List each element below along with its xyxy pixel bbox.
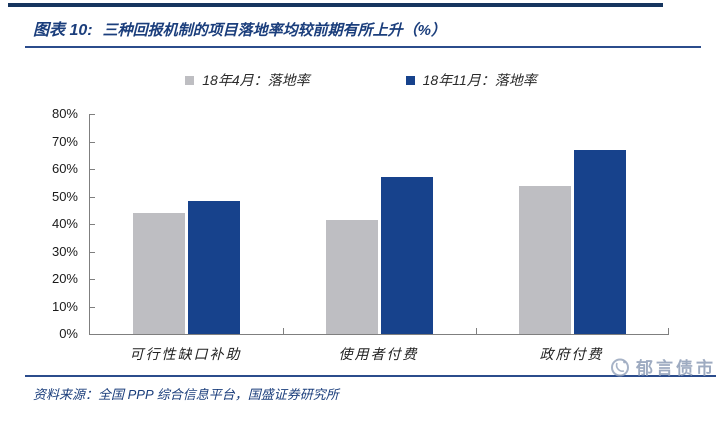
source-text: 资料来源：全国 PPP 综合信息平台，国盛证券研究所 (33, 387, 339, 402)
figure-title: 图表 10: 三种回报机制的项目落地率均较前期有所上升（%） (33, 20, 713, 41)
bar-series0-cat0 (133, 213, 185, 334)
watermark: 郁言债市 (609, 354, 716, 379)
bar-series1-cat0 (188, 200, 240, 334)
y-axis-tick (90, 196, 95, 198)
y-tick-label: 80% (51, 106, 78, 121)
y-tick-label: 40% (51, 216, 78, 231)
x-axis-labels: 可行性缺口补助 使用者付费 政府付费 (89, 344, 668, 364)
y-tick-label: 10% (51, 298, 78, 314)
x-axis-tick (476, 328, 477, 334)
y-axis-tick (90, 251, 95, 253)
legend-label-april: 18年4月：落地率 (202, 72, 310, 88)
x-axis-end-tick (668, 328, 669, 334)
bar-series1-cat1 (381, 177, 433, 334)
chart-legend: 18年4月：落地率 18年11月：落地率 (0, 70, 722, 90)
x-axis-label-0: 可行性缺口补助 (129, 346, 242, 362)
y-tick-label: 50% (51, 188, 78, 204)
y-tick-label: 60% (51, 161, 78, 176)
y-tick-label: 70% (51, 133, 78, 149)
x-axis-label-1: 使用者付费 (338, 346, 419, 362)
legend-label-november: 18年11月：落地率 (422, 72, 537, 88)
y-tick-label: 20% (51, 271, 78, 286)
top-border-rule (8, 3, 663, 7)
source-note: 资料来源：全国 PPP 综合信息平台，国盛证券研究所 (33, 384, 339, 403)
legend-swatch-april (185, 75, 195, 85)
y-tick-label: 0% (59, 326, 78, 341)
moon-logo-icon (611, 358, 629, 376)
bar-series0-cat1 (326, 219, 378, 334)
y-axis-labels: 0% 10% 20% 30% 40% 50% 60% 70% 80% (30, 106, 78, 341)
y-axis-tick (90, 279, 95, 280)
x-axis-label-2: 政府付费 (539, 346, 604, 362)
figure-number: 图表 10: (33, 22, 93, 39)
legend-item-april: 18年4月：落地率 (185, 70, 310, 90)
y-axis-tick (90, 306, 95, 308)
x-axis-tick (283, 328, 284, 334)
watermark-text: 郁言债市 (636, 359, 716, 378)
legend-swatch-november (405, 75, 415, 85)
y-axis-tick (90, 114, 95, 115)
bar-series0-cat2 (519, 185, 571, 334)
y-tick-label: 30% (51, 243, 78, 259)
bottom-border-rule (25, 375, 716, 377)
bar-series1-cat2 (574, 149, 626, 334)
y-axis-tick (90, 224, 95, 225)
plot-area (89, 114, 669, 335)
y-axis-tick (90, 169, 95, 170)
title-underline-rule (25, 46, 701, 48)
figure-title-text: 三种回报机制的项目落地率均较前期有所上升（%） (102, 22, 446, 39)
legend-item-november: 18年11月：落地率 (405, 70, 537, 90)
y-axis-tick (90, 141, 95, 143)
